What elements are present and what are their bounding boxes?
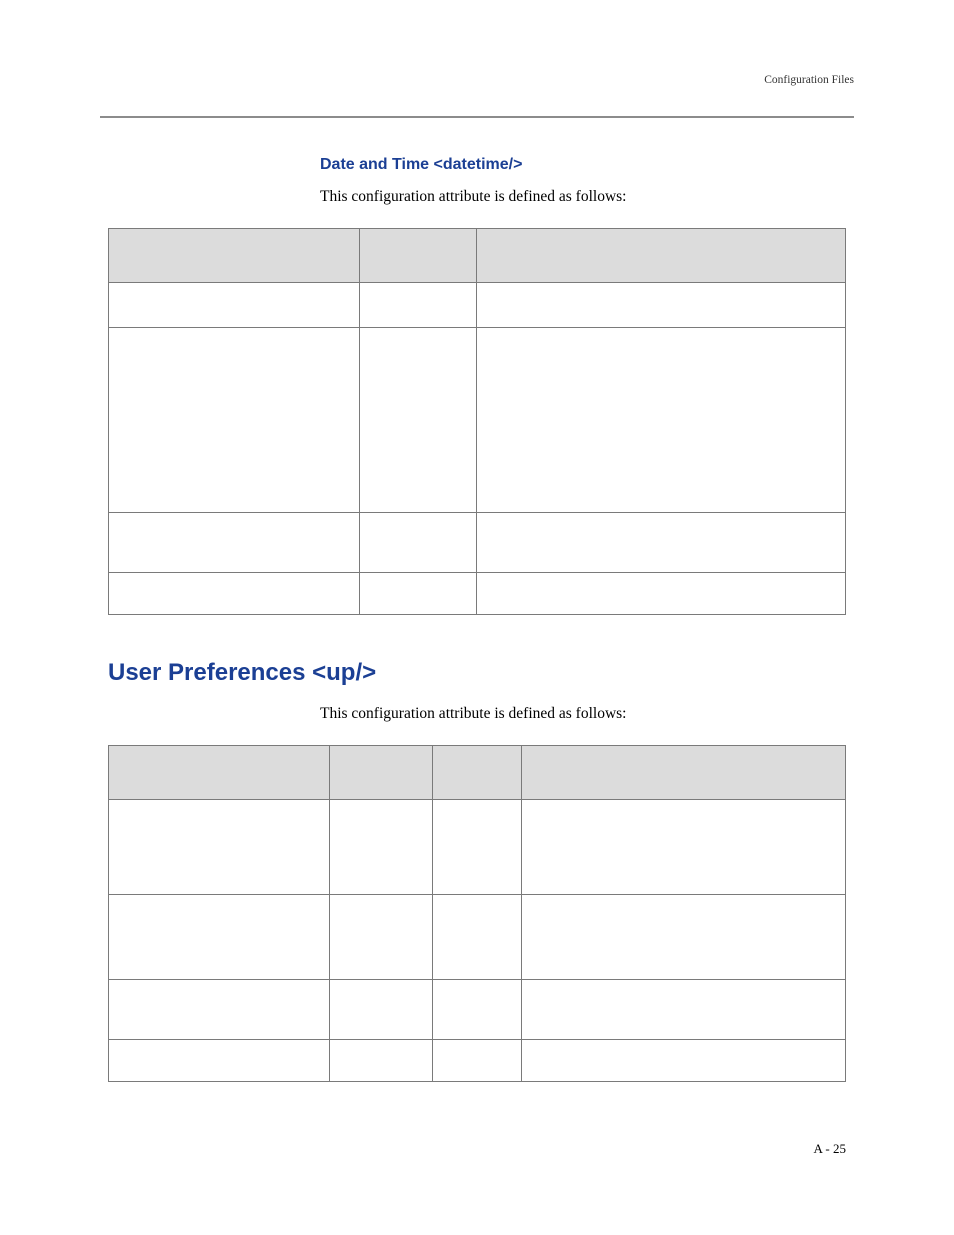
table-cell <box>477 328 846 513</box>
table-cell <box>433 1040 521 1082</box>
table-cell <box>359 283 477 328</box>
table-header <box>109 746 330 800</box>
table-header <box>109 229 360 283</box>
table-cell <box>330 980 433 1040</box>
table-cell <box>359 328 477 513</box>
table-cell <box>330 800 433 895</box>
table-header <box>359 229 477 283</box>
table-cell <box>330 1040 433 1082</box>
table-cell <box>109 800 330 895</box>
table-cell <box>109 895 330 980</box>
table-cell <box>521 980 845 1040</box>
table-header <box>477 229 846 283</box>
table-cell <box>477 573 846 615</box>
section-heading-datetime: Date and Time <datetime/> <box>320 156 854 174</box>
section1-intro: This configuration attribute is defined … <box>320 188 854 206</box>
table-cell <box>433 895 521 980</box>
table-header <box>433 746 521 800</box>
table-cell <box>477 513 846 573</box>
page-number: A - 25 <box>814 1141 847 1157</box>
table-cell <box>433 800 521 895</box>
table-cell <box>521 1040 845 1082</box>
table-cell <box>109 980 330 1040</box>
table-cell <box>109 328 360 513</box>
user-preferences-table <box>108 745 846 1082</box>
table-cell <box>109 283 360 328</box>
section2-intro: This configuration attribute is defined … <box>320 705 854 723</box>
table-cell <box>521 800 845 895</box>
table-cell <box>359 573 477 615</box>
table-cell <box>477 283 846 328</box>
table-cell <box>109 513 360 573</box>
section-heading-user-preferences: User Preferences <up/> <box>108 659 854 687</box>
table-cell <box>433 980 521 1040</box>
table-cell <box>521 895 845 980</box>
datetime-table <box>108 228 846 615</box>
table-header <box>521 746 845 800</box>
table-cell <box>330 895 433 980</box>
table-cell <box>109 573 360 615</box>
table-cell <box>359 513 477 573</box>
table-header <box>330 746 433 800</box>
header-label: Configuration Files <box>100 74 854 86</box>
table-cell <box>109 1040 330 1082</box>
header-divider <box>100 116 854 118</box>
